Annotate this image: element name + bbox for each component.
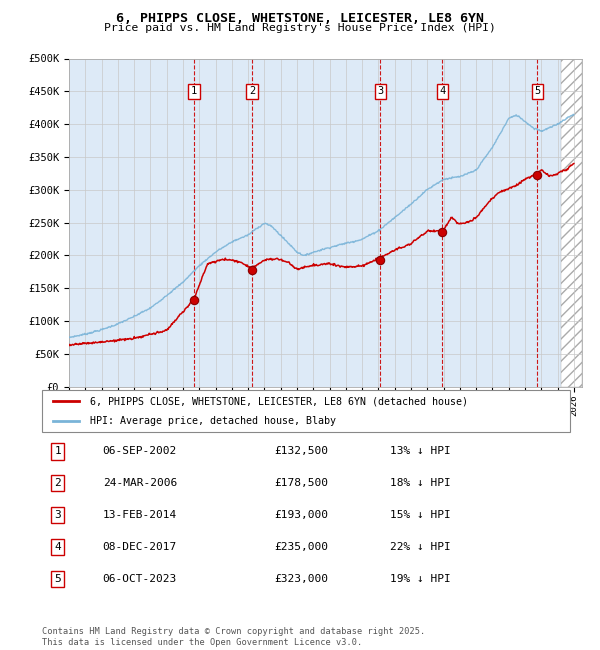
Text: 1: 1 bbox=[191, 86, 197, 96]
Text: 19% ↓ HPI: 19% ↓ HPI bbox=[391, 574, 451, 584]
Text: £235,000: £235,000 bbox=[274, 542, 328, 552]
Text: £323,000: £323,000 bbox=[274, 574, 328, 584]
Text: 18% ↓ HPI: 18% ↓ HPI bbox=[391, 478, 451, 488]
Text: £193,000: £193,000 bbox=[274, 510, 328, 520]
Text: 24-MAR-2006: 24-MAR-2006 bbox=[103, 478, 177, 488]
Text: 3: 3 bbox=[377, 86, 383, 96]
Text: 6, PHIPPS CLOSE, WHETSTONE, LEICESTER, LE8 6YN (detached house): 6, PHIPPS CLOSE, WHETSTONE, LEICESTER, L… bbox=[89, 396, 467, 406]
Text: 2: 2 bbox=[55, 478, 61, 488]
Bar bbox=[561, 58, 582, 387]
Text: Price paid vs. HM Land Registry's House Price Index (HPI): Price paid vs. HM Land Registry's House … bbox=[104, 23, 496, 32]
Text: £178,500: £178,500 bbox=[274, 478, 328, 488]
Text: 1: 1 bbox=[55, 447, 61, 456]
Text: 4: 4 bbox=[55, 542, 61, 552]
Text: Contains HM Land Registry data © Crown copyright and database right 2025.
This d: Contains HM Land Registry data © Crown c… bbox=[42, 627, 425, 647]
Text: 22% ↓ HPI: 22% ↓ HPI bbox=[391, 542, 451, 552]
Text: 3: 3 bbox=[55, 510, 61, 520]
Text: 5: 5 bbox=[55, 574, 61, 584]
Text: 13% ↓ HPI: 13% ↓ HPI bbox=[391, 447, 451, 456]
Text: 13-FEB-2014: 13-FEB-2014 bbox=[103, 510, 177, 520]
Text: 2: 2 bbox=[249, 86, 255, 96]
Text: HPI: Average price, detached house, Blaby: HPI: Average price, detached house, Blab… bbox=[89, 416, 335, 426]
Text: 6, PHIPPS CLOSE, WHETSTONE, LEICESTER, LE8 6YN: 6, PHIPPS CLOSE, WHETSTONE, LEICESTER, L… bbox=[116, 12, 484, 25]
Text: 06-OCT-2023: 06-OCT-2023 bbox=[103, 574, 177, 584]
Text: 15% ↓ HPI: 15% ↓ HPI bbox=[391, 510, 451, 520]
Text: 08-DEC-2017: 08-DEC-2017 bbox=[103, 542, 177, 552]
Text: 4: 4 bbox=[439, 86, 446, 96]
Text: £132,500: £132,500 bbox=[274, 447, 328, 456]
Text: 5: 5 bbox=[534, 86, 541, 96]
Text: 06-SEP-2002: 06-SEP-2002 bbox=[103, 447, 177, 456]
